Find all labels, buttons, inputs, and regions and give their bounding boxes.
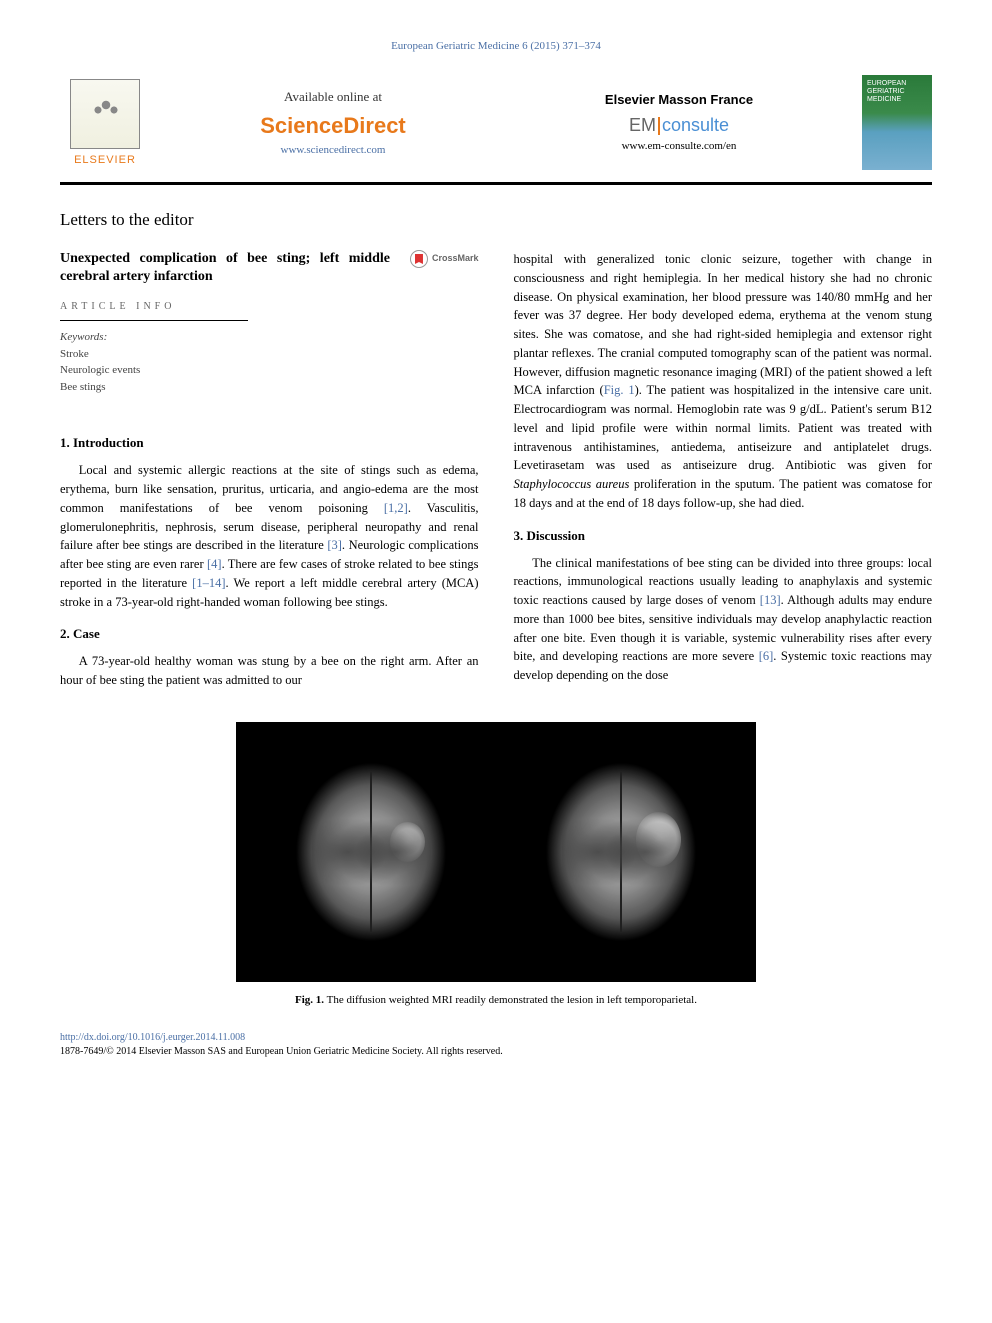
doi-link[interactable]: http://dx.doi.org/10.1016/j.eurger.2014.… [60,1031,932,1045]
article-info-label: ARTICLE INFO [60,301,479,312]
keywords-label: Keywords: [60,329,479,346]
em-consulte-url[interactable]: www.em-consulte.com/en [516,140,842,152]
journal-cover-thumbnail: EUROPEAN GERIATRIC MEDICINE [862,75,932,170]
figure-caption: Fig. 1. The diffusion weighted MRI readi… [60,994,932,1006]
em-logo-part1: EM [629,115,656,135]
case-text: hospital with generalized tonic clonic s… [514,252,933,397]
crossmark-label: CrossMark [432,253,479,265]
elsevier-tree-icon [70,79,140,149]
mri-scan-row [266,737,726,967]
left-column: Unexpected complication of bee sting; le… [60,250,479,692]
copyright-text: 1878-7649/© 2014 Elsevier Masson SAS and… [60,1045,932,1059]
reference-link[interactable]: [6] [759,649,774,663]
species-name: Staphylococcus aureus [514,477,630,491]
discussion-body: The clinical manifestations of bee sting… [514,554,933,685]
info-divider [60,320,248,321]
right-column: hospital with generalized tonic clonic s… [514,250,933,692]
keyword-item: Stroke [60,346,479,363]
lesion-marker [390,822,425,862]
em-divider-icon [658,117,660,135]
case-text: A 73-year-old healthy woman was stung by… [60,652,479,690]
article-title-row: Unexpected complication of bee sting; le… [60,250,479,286]
introduction-heading: 1. Introduction [60,435,479,451]
keyword-item: Neurologic events [60,362,479,379]
crossmark-badge[interactable]: CrossMark [410,250,479,268]
case-body-left: A 73-year-old healthy woman was stung by… [60,652,479,690]
keywords-block: Keywords: Stroke Neurologic events Bee s… [60,329,479,395]
available-online-label: Available online at [170,89,496,105]
sciencedirect-url[interactable]: www.sciencedirect.com [170,144,496,156]
page-footer: http://dx.doi.org/10.1016/j.eurger.2014.… [60,1031,932,1059]
brain-shape-icon [286,752,456,952]
figure-label: Fig. 1. [295,994,324,1006]
article-two-column-layout: Unexpected complication of bee sting; le… [60,250,932,692]
figure-reference-link[interactable]: Fig. 1 [604,383,635,397]
publisher-header-bar: ELSEVIER Available online at ScienceDire… [60,72,932,185]
elsevier-label: ELSEVIER [74,154,136,166]
em-logo-part2: consulte [662,115,729,135]
section-type-label: Letters to the editor [60,210,932,230]
crossmark-icon [410,250,428,268]
brain-scan-right [521,737,721,967]
elsevier-logo: ELSEVIER [60,72,150,172]
case-body-right: hospital with generalized tonic clonic s… [514,250,933,513]
sciencedirect-block: Available online at ScienceDirect www.sc… [170,89,496,156]
mri-image-container [236,722,756,982]
reference-link[interactable]: [3] [327,538,342,552]
reference-link[interactable]: [13] [760,593,781,607]
masson-title: Elsevier Masson France [516,92,842,107]
reference-link[interactable]: [1,2] [384,501,408,515]
sciencedirect-logo: ScienceDirect [170,113,496,139]
introduction-body: Local and systemic allergic reactions at… [60,461,479,611]
lesion-marker [636,812,681,867]
figure-1: Fig. 1. The diffusion weighted MRI readi… [60,722,932,1006]
figure-caption-text: The diffusion weighted MRI readily demon… [324,994,697,1006]
brain-scan-left [271,737,471,967]
brain-shape-icon [536,752,706,952]
keyword-item: Bee stings [60,379,479,396]
journal-cover-title: EUROPEAN GERIATRIC MEDICINE [867,80,932,105]
article-title: Unexpected complication of bee sting; le… [60,250,410,286]
masson-block: Elsevier Masson France EM consulte www.em… [516,92,842,152]
discussion-heading: 3. Discussion [514,528,933,544]
case-heading: 2. Case [60,626,479,642]
em-consulte-logo: EM consulte [516,115,842,136]
reference-link[interactable]: [1–14] [192,576,225,590]
journal-header: European Geriatric Medicine 6 (2015) 371… [60,40,932,52]
reference-link[interactable]: [4] [207,557,222,571]
